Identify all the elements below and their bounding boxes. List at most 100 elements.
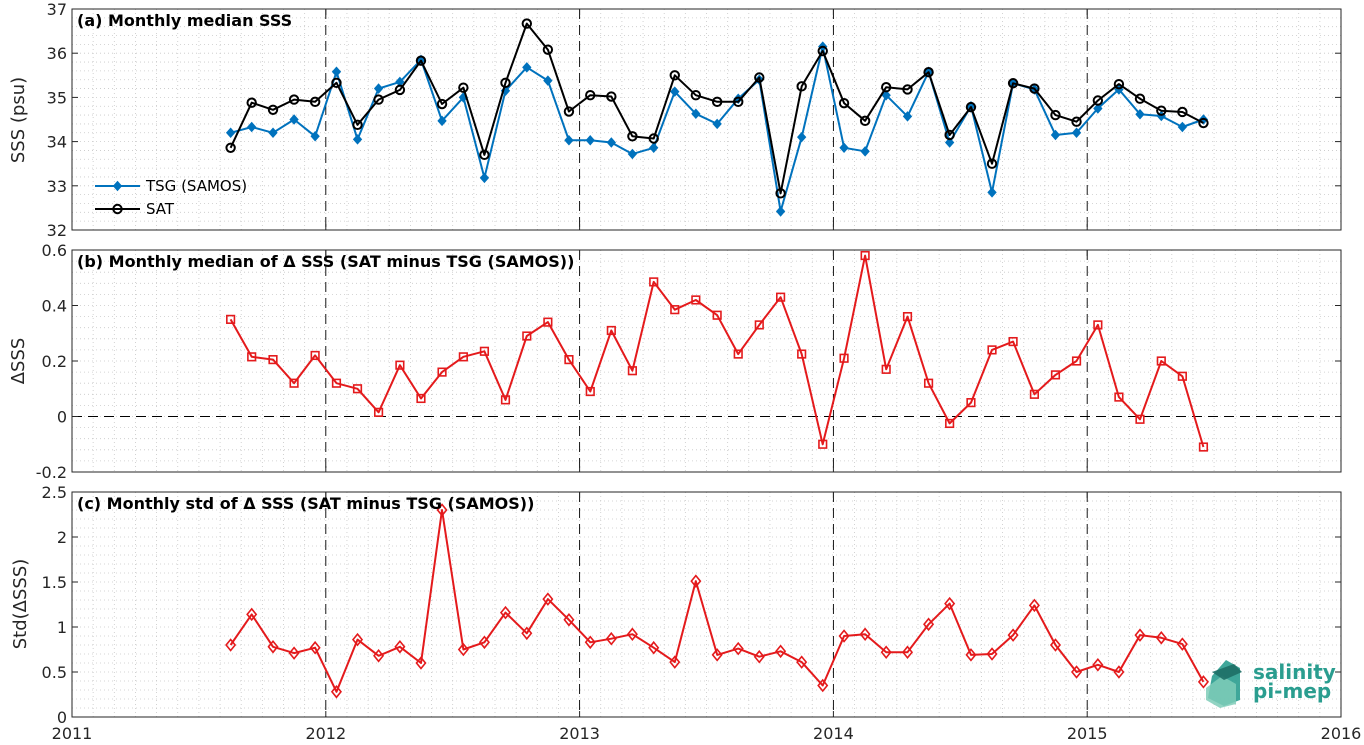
data-point: [627, 148, 638, 160]
data-point: [649, 142, 659, 154]
data-point: [352, 134, 363, 145]
data-point: [1050, 370, 1061, 380]
data-point: [331, 66, 342, 78]
data-point: [649, 277, 659, 287]
data-point: [373, 649, 385, 663]
data-point: [691, 295, 701, 305]
data-point: [690, 574, 702, 588]
data-point: [965, 101, 977, 113]
data-point: [225, 638, 237, 652]
data-point: [543, 317, 553, 327]
x-tick-label: 2013: [559, 724, 600, 743]
data-point: [289, 114, 299, 125]
y-tick-label: 33: [47, 177, 67, 196]
data-point: [225, 127, 236, 139]
data-point: [838, 629, 850, 643]
y-tick-label: 0.4: [42, 297, 67, 316]
legend-marker: [112, 180, 123, 192]
data-point: [499, 605, 512, 620]
logo-mark: [1212, 664, 1242, 680]
data-point: [1071, 127, 1082, 139]
y-tick-label: 0.5: [42, 663, 67, 682]
data-point: [247, 121, 257, 133]
y-axis-label: SSS (psu): [8, 77, 29, 163]
data-point: [944, 596, 956, 611]
data-point: [987, 345, 997, 355]
data-point: [225, 142, 236, 153]
data-point: [901, 645, 914, 659]
data-point: [606, 91, 617, 102]
data-point: [522, 331, 532, 341]
data-point: [669, 655, 681, 669]
data-point: [1050, 109, 1061, 121]
data-point: [626, 627, 638, 641]
data-point: [330, 685, 342, 699]
data-point: [458, 82, 469, 93]
data-point: [1113, 665, 1125, 679]
data-point: [247, 352, 257, 362]
data-point: [880, 645, 892, 659]
data-point: [415, 656, 427, 670]
legend-label: TSG (SAMOS): [145, 177, 247, 195]
data-point: [521, 626, 533, 641]
y-axis-label: ΔSSS: [8, 338, 29, 385]
data-point: [373, 407, 384, 417]
data-point: [965, 648, 977, 662]
data-point: [1114, 392, 1124, 402]
y-tick-label: 2: [57, 528, 67, 547]
data-point: [880, 82, 892, 93]
data-point: [1135, 108, 1145, 120]
data-point: [881, 89, 891, 101]
data-point: [986, 158, 998, 169]
data-point: [1177, 106, 1188, 118]
data-point: [754, 320, 764, 330]
data-point: [394, 640, 406, 654]
data-point: [859, 115, 871, 127]
data-point: [585, 89, 596, 101]
data-point: [436, 503, 448, 517]
data-point: [711, 96, 723, 108]
data-point: [1093, 320, 1103, 330]
data-point: [288, 646, 300, 660]
data-point: [775, 206, 786, 217]
data-point: [478, 635, 490, 650]
data-point: [500, 77, 511, 89]
data-point: [1177, 371, 1187, 381]
y-tick-label: 32: [47, 221, 67, 240]
data-point: [1008, 336, 1018, 347]
data-point: [902, 311, 913, 322]
data-point: [542, 592, 554, 606]
data-point: [670, 305, 680, 315]
data-point: [1092, 658, 1104, 672]
data-point: [1029, 389, 1040, 399]
y-tick-label: 1.5: [42, 573, 67, 592]
data-point: [860, 146, 870, 157]
data-point: [246, 607, 258, 622]
data-point: [309, 96, 321, 108]
series-line: [229, 509, 1205, 693]
data-point: [288, 94, 300, 105]
data-point: [394, 84, 406, 96]
data-point: [754, 72, 765, 83]
data-point: [268, 127, 278, 139]
data-point: [775, 644, 787, 659]
data-point: [310, 131, 320, 142]
data-point: [648, 640, 660, 655]
data-point: [584, 635, 596, 650]
x-tick-label: 2016: [1321, 724, 1362, 743]
data-point: [860, 250, 870, 261]
data-point: [1156, 356, 1166, 366]
data-point: [309, 640, 321, 655]
data-point: [606, 137, 616, 148]
data-point: [1049, 638, 1062, 652]
data-point: [712, 118, 722, 130]
data-point: [437, 367, 447, 377]
data-point: [1071, 116, 1082, 127]
data-point: [331, 378, 342, 388]
y-axis-label: Std(ΔSSS): [10, 559, 31, 650]
series-line: [229, 22, 1204, 195]
data-point: [1155, 631, 1167, 645]
data-point: [1029, 83, 1040, 94]
data-point: [1007, 78, 1019, 89]
